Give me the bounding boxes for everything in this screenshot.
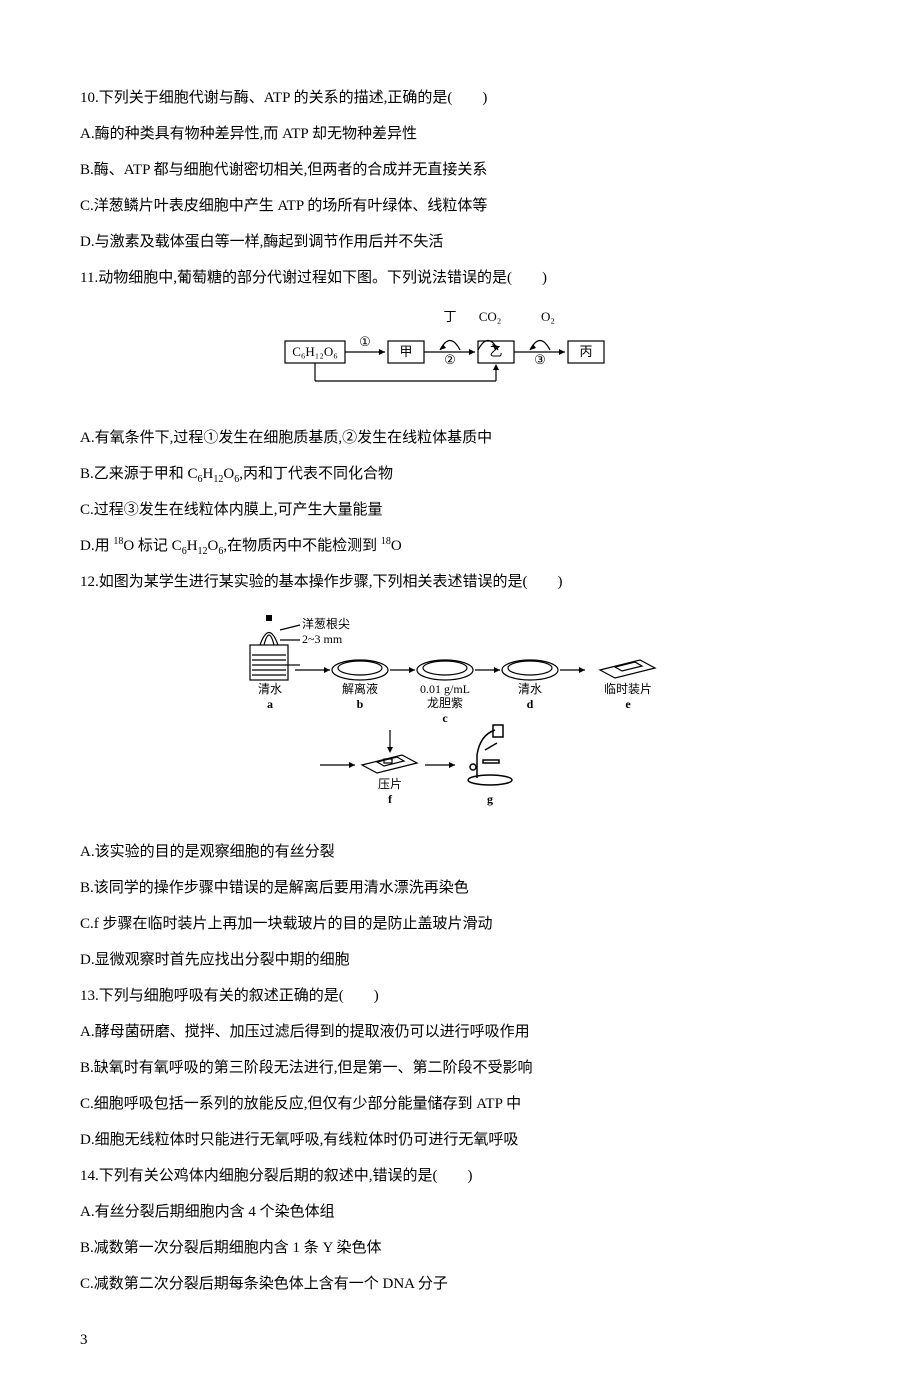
fig-top2: CO₂	[479, 309, 502, 324]
svg-text:0.01 g/mL: 0.01 g/mL	[420, 682, 470, 696]
q11-figure: C₆H₁₂O₆ ① 甲 ② 丁 CO₂	[80, 306, 840, 410]
svg-text:清水: 清水	[518, 682, 542, 696]
q12-stem: 12.如图为某学生进行某实验的基本操作步骤,下列相关表述错误的是( )	[80, 564, 840, 600]
fig-n3: ③	[534, 352, 546, 367]
svg-text:g: g	[487, 792, 493, 806]
q12-figure: 洋葱根尖 2~3 mm 清水 a 解离液 b	[80, 610, 840, 824]
fig-box1: 甲	[399, 344, 412, 359]
q10-stem: 10.下列关于细胞代谢与酶、ATP 的关系的描述,正确的是( )	[80, 80, 840, 116]
q13-opt-c: C.细胞呼吸包括一系列的放能反应,但仅有少部分能量储存到 ATP 中	[80, 1086, 840, 1122]
svg-text:洋葱根尖: 洋葱根尖	[302, 616, 350, 631]
fig-top3: O₂	[541, 309, 555, 324]
q14-opt-b: B.减数第一次分裂后期细胞内含 1 条 Y 染色体	[80, 1230, 840, 1266]
q14-stem: 14.下列有关公鸡体内细胞分裂后期的叙述中,错误的是( )	[80, 1158, 840, 1194]
svg-text:f: f	[388, 792, 393, 806]
q10-opt-b: B.酶、ATP 都与细胞代谢密切相关,但两者的合成并无直接关系	[80, 152, 840, 188]
svg-text:龙胆紫: 龙胆紫	[427, 696, 463, 710]
page-content: 10.下列关于细胞代谢与酶、ATP 的关系的描述,正确的是( ) A.酶的种类具…	[0, 0, 920, 1398]
q11-opt-d: D.用 18O 标记 C6H12O6,在物质丙中不能检测到 18O	[80, 528, 840, 564]
svg-text:b: b	[357, 697, 364, 711]
svg-text:2~3 mm: 2~3 mm	[302, 632, 343, 646]
q14-opt-c: C.减数第二次分裂后期每条染色体上含有一个 DNA 分子	[80, 1266, 840, 1302]
q11-opt-c: C.过程③发生在线粒体内膜上,可产生大量能量	[80, 492, 840, 528]
q13-opt-a: A.酵母菌研磨、搅拌、加压过滤后得到的提取液仍可以进行呼吸作用	[80, 1014, 840, 1050]
svg-text:压片: 压片	[378, 777, 402, 791]
q10-opt-a: A.酶的种类具有物种差异性,而 ATP 却无物种差异性	[80, 116, 840, 152]
fig-top1: 丁	[443, 309, 456, 324]
fig-box2: 乙	[489, 344, 502, 359]
page-number: 3	[80, 1322, 840, 1358]
fig-n2: ②	[444, 352, 456, 367]
q10-opt-c: C.洋葱鳞片叶表皮细胞中产生 ATP 的场所有叶绿体、线粒体等	[80, 188, 840, 224]
svg-text:d: d	[527, 697, 534, 711]
q12-opt-b: B.该同学的操作步骤中错误的是解离后要用清水漂洗再染色	[80, 870, 840, 906]
fig-box3: 丙	[579, 344, 592, 359]
q13-stem: 13.下列与细胞呼吸有关的叙述正确的是( )	[80, 978, 840, 1014]
q12-opt-d: D.显微观察时首先应找出分裂中期的细胞	[80, 942, 840, 978]
q13-opt-d: D.细胞无线粒体时只能进行无氧呼吸,有线粒体时仍可进行无氧呼吸	[80, 1122, 840, 1158]
svg-text:清水: 清水	[258, 682, 282, 696]
fig-glucose: C₆H₁₂O₆	[292, 344, 338, 359]
q11-stem: 11.动物细胞中,葡萄糖的部分代谢过程如下图。下列说法错误的是( )	[80, 260, 840, 296]
q12-opt-a: A.该实验的目的是观察细胞的有丝分裂	[80, 834, 840, 870]
svg-text:临时装片: 临时装片	[604, 682, 652, 696]
fig-n1: ①	[359, 334, 371, 349]
q11-opt-a: A.有氧条件下,过程①发生在细胞质基质,②发生在线粒体基质中	[80, 420, 840, 456]
q13-opt-b: B.缺氧时有氧呼吸的第三阶段无法进行,但是第一、第二阶段不受影响	[80, 1050, 840, 1086]
svg-text:a: a	[267, 697, 273, 711]
svg-text:解离液: 解离液	[342, 681, 378, 696]
q11-opt-b: B.乙来源于甲和 C6H12O6,丙和丁代表不同化合物	[80, 456, 840, 492]
svg-text:c: c	[442, 711, 448, 725]
q12-opt-c: C.f 步骤在临时装片上再加一块载玻片的目的是防止盖玻片滑动	[80, 906, 840, 942]
q10-opt-d: D.与激素及载体蛋白等一样,酶起到调节作用后并不失活	[80, 224, 840, 260]
q14-opt-a: A.有丝分裂后期细胞内含 4 个染色体组	[80, 1194, 840, 1230]
svg-text:e: e	[625, 697, 631, 711]
